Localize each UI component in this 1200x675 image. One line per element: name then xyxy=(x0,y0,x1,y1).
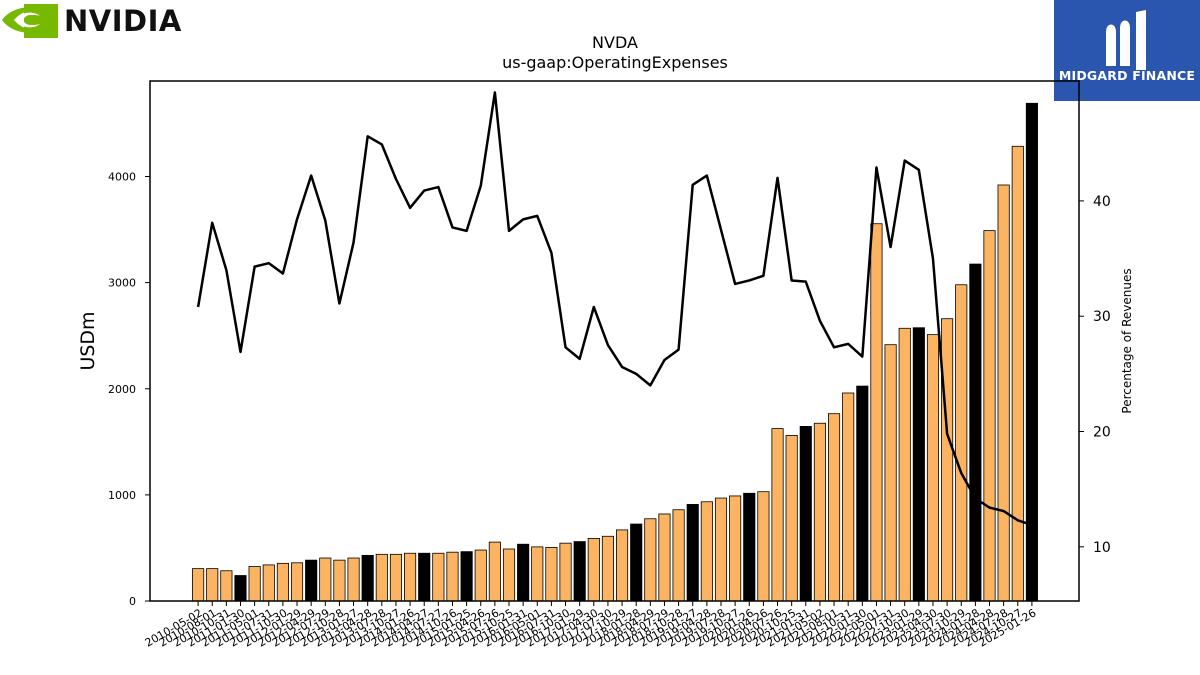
bar-2021-01-31 xyxy=(799,426,812,602)
bar-2016-10-30 xyxy=(559,542,572,602)
bar-2012-01-29 xyxy=(290,562,304,602)
bar-2016-01-31 xyxy=(517,543,530,602)
bar-2018-01-28 xyxy=(630,523,643,602)
bar-2015-01-25 xyxy=(460,551,473,602)
bar-2019-10-27 xyxy=(729,495,742,602)
bar-2020-10-25 xyxy=(785,435,798,602)
bar-2024-07-28 xyxy=(997,184,1010,602)
bars-group xyxy=(192,102,1038,602)
y-axis-label: USDm xyxy=(77,311,99,370)
bar-2011-07-31 xyxy=(262,564,275,602)
bar-2023-07-30 xyxy=(941,318,954,602)
bar-2013-01-27 xyxy=(347,557,360,602)
bar-2017-07-30 xyxy=(601,535,614,602)
bar-2018-04-29 xyxy=(644,518,657,602)
y2-tick-label: 10 xyxy=(1093,540,1111,556)
bar-2019-04-28 xyxy=(700,501,713,602)
bar-2012-07-29 xyxy=(319,557,332,602)
bar-2015-07-26 xyxy=(488,541,501,602)
bar-2014-10-26 xyxy=(446,551,459,602)
bar-2025-01-26 xyxy=(1025,102,1038,602)
bar-2014-01-26 xyxy=(404,552,417,602)
bar-2013-04-28 xyxy=(361,554,374,602)
bar-2012-04-29 xyxy=(305,559,318,602)
bar-2016-05-01 xyxy=(531,546,544,602)
bar-2023-01-29 xyxy=(912,327,925,602)
percentage-of-revenues-line xyxy=(196,91,1033,527)
bar-2024-10-27 xyxy=(1011,145,1024,602)
y2-tick-label: 20 xyxy=(1093,425,1111,441)
bar-2013-10-27 xyxy=(389,553,403,602)
y2-axis-label: Percentage of Revenues xyxy=(1120,268,1134,413)
plot-frame xyxy=(149,80,1080,602)
bar-2022-01-30 xyxy=(856,385,869,602)
bar-2015-04-26 xyxy=(474,549,487,602)
bar-2019-07-28 xyxy=(714,497,728,602)
midgard-monogram-icon xyxy=(1106,10,1146,70)
nvidia-eye-icon xyxy=(2,4,58,38)
bar-2024-01-28 xyxy=(969,263,982,602)
y-tick-label: 3000 xyxy=(108,277,136,290)
midgard-brand-text: MIDGARD FINANCE xyxy=(1058,68,1196,83)
nvidia-logo: NVIDIA xyxy=(0,0,200,44)
bar-2017-10-29 xyxy=(616,529,629,602)
chart-subtitle: us-gaap:OperatingExpenses xyxy=(502,53,728,72)
y-tick-label: 0 xyxy=(129,595,136,608)
bar-2018-07-29 xyxy=(658,513,671,602)
bar-2017-04-30 xyxy=(587,537,600,602)
bar-2017-01-29 xyxy=(573,541,586,602)
line-layer xyxy=(196,91,1033,527)
bar-2023-04-30 xyxy=(926,334,940,602)
bar-2024-04-28 xyxy=(983,230,996,602)
bar-2010-05-02 xyxy=(192,568,205,602)
bar-2019-01-27 xyxy=(686,504,699,602)
y-tick-label: 4000 xyxy=(108,171,136,184)
bar-2010-08-01 xyxy=(206,568,219,602)
bar-2023-10-29 xyxy=(955,284,968,602)
bar-2021-05-02 xyxy=(813,422,826,602)
bar-2016-07-31 xyxy=(545,547,558,602)
bar-2021-08-01 xyxy=(828,413,841,602)
bar-2018-10-28 xyxy=(672,509,685,602)
bar-2010-10-31 xyxy=(220,570,233,602)
bar-2011-01-30 xyxy=(234,575,247,602)
y-tick-label: 1000 xyxy=(108,489,136,502)
bar-2021-10-31 xyxy=(842,392,855,602)
x-axis: 2010-05-022010-08-012010-10-312011-01-30… xyxy=(143,601,1038,650)
bar-2022-10-30 xyxy=(898,327,911,602)
bar-2020-01-26 xyxy=(743,492,756,602)
bar-2015-10-25 xyxy=(502,548,516,602)
bar-2011-10-30 xyxy=(276,562,289,602)
bar-2020-04-26 xyxy=(757,491,770,602)
chart-title: NVDA xyxy=(592,33,638,52)
y2-tick-label: 40 xyxy=(1093,194,1111,210)
y-tick-label: 2000 xyxy=(108,383,136,396)
y-axis-right: 10 20 30 40 xyxy=(1079,194,1111,556)
nvidia-wordmark: NVIDIA xyxy=(64,4,182,38)
bar-2020-07-26 xyxy=(771,428,784,602)
bar-2012-10-28 xyxy=(333,559,346,602)
bar-2022-05-01 xyxy=(870,223,883,602)
bar-2013-07-28 xyxy=(375,553,388,602)
y-axis-left: 0 1000 2000 3000 4000 xyxy=(108,171,150,608)
bar-2014-04-27 xyxy=(418,552,431,602)
bar-2011-05-01 xyxy=(248,566,261,602)
y2-tick-label: 30 xyxy=(1093,309,1111,325)
bar-2022-07-31 xyxy=(884,344,897,602)
bar-2014-07-27 xyxy=(432,552,445,602)
